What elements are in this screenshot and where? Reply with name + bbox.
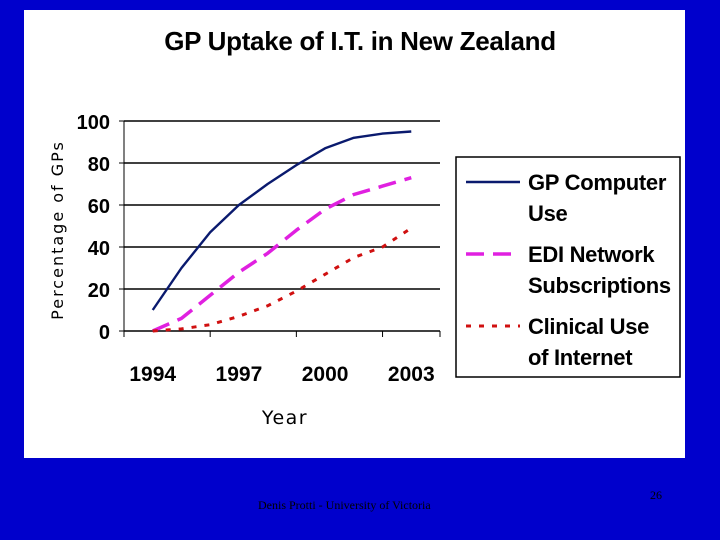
x-tick-label-2003: 2003	[388, 363, 435, 386]
legend-label-2-line-2: Subscriptions	[528, 273, 671, 298]
y-tick-label-60: 60	[88, 196, 110, 218]
page-number: 26	[650, 488, 662, 502]
legend-label-2-line-1: EDI Network	[528, 242, 655, 267]
series-line-1	[151, 130, 412, 311]
x-tick-label-2000: 2000	[302, 363, 349, 386]
y-tick-label-100: 100	[77, 112, 110, 134]
legend-label-1-line-2: Use	[528, 201, 568, 226]
series-line-3	[152, 226, 413, 333]
chart-title: GP Uptake of I.T. in New Zealand	[164, 26, 556, 56]
x-tick-label-1997: 1997	[216, 363, 263, 386]
y-tick-label-40: 40	[88, 238, 110, 260]
x-axis-title: Year	[261, 407, 308, 429]
legend-label-3-line-2: of Internet	[528, 345, 633, 370]
legend-box	[455, 156, 681, 378]
x-tick-label-1994: 1994	[129, 363, 176, 386]
y-tick-label-0: 0	[99, 322, 110, 344]
legend-label-1-line-1: GP Computer	[528, 170, 667, 195]
footer-author: Denis Protti - University of Victoria	[258, 498, 431, 512]
y-tick-label-20: 20	[88, 280, 110, 302]
y-tick-label-80: 80	[88, 154, 110, 176]
legend-label-3-line-1: Clinical Use	[528, 314, 649, 339]
y-axis-title: Percentage of GPs	[48, 140, 67, 320]
series-line-2	[152, 176, 412, 333]
